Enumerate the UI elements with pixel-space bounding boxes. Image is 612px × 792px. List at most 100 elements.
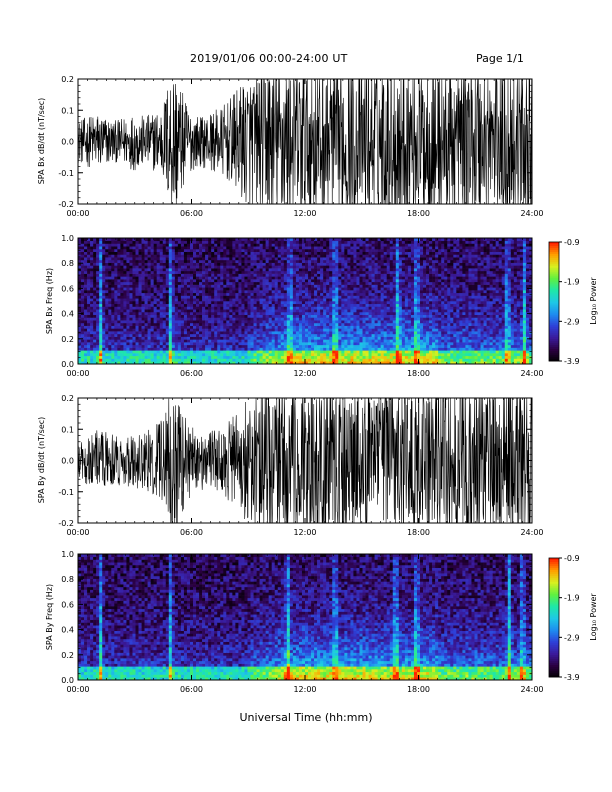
bx-freq-cell — [174, 298, 179, 302]
bx-freq-cell — [247, 336, 251, 340]
bx-freq-cell — [298, 279, 303, 283]
bx-freq-cell — [238, 331, 242, 335]
bx-freq-cell — [259, 251, 263, 255]
bx-freq-cell — [265, 251, 269, 255]
bx-freq-cell — [217, 322, 221, 326]
bx-freq-cell — [159, 262, 164, 266]
bx-freq-cell — [229, 240, 233, 244]
bx-freq-cell — [389, 276, 394, 280]
bx-freq-cell — [126, 303, 130, 307]
bx-freq-cell — [138, 320, 142, 324]
bx-freq-cell — [105, 284, 109, 288]
bx-freq-cell — [298, 361, 303, 365]
bx-freq-cell — [335, 325, 339, 329]
bx-freq-cell — [229, 279, 233, 283]
bx-freq-cell — [329, 303, 333, 307]
bx-freq-cell — [286, 322, 291, 326]
bx-freq-cell — [153, 328, 157, 332]
bx-freq-cell — [356, 290, 360, 294]
bx-freq-cell — [214, 306, 218, 310]
bx-freq-cell — [259, 301, 263, 305]
bx-freq-cell — [186, 350, 191, 354]
bx-freq-cell — [229, 251, 233, 255]
bx-freq-cell — [271, 353, 276, 357]
bx-freq-cell — [241, 287, 245, 291]
bx-freq-cell — [301, 347, 306, 351]
bx-freq-cell — [383, 317, 388, 321]
bx-freq-cell — [283, 333, 288, 337]
bx-freq-cell — [386, 325, 391, 329]
bx-freq-cell — [156, 314, 161, 318]
bx-freq-cell — [217, 290, 221, 294]
bx-freq-cell — [326, 342, 330, 346]
bx-freq-cell — [247, 240, 251, 244]
bx-freq-cell — [78, 243, 82, 247]
bx-freq-cell — [268, 290, 273, 294]
bx-freq-cell — [147, 303, 151, 307]
bx-freq-cell — [214, 353, 218, 357]
bx-freq-cell — [177, 355, 182, 359]
bx-freq-cell — [81, 358, 85, 362]
bx-freq-cell — [102, 287, 106, 291]
bx-freq-cell — [335, 320, 339, 324]
bx-freq-cell — [389, 314, 394, 318]
bx-freq-cell — [371, 268, 375, 272]
bx-freq-cell — [377, 317, 381, 321]
bx-freq-cell — [87, 273, 91, 277]
bx-freq-cell — [359, 257, 363, 261]
bx-freq-cell — [129, 317, 133, 321]
bx-freq-cell — [135, 259, 139, 263]
bx-freq-cell — [368, 306, 372, 310]
bx-dbdt-ytick-label: 0.1 — [61, 106, 74, 115]
bx-freq-cell — [81, 262, 85, 266]
bx-freq-cell — [338, 276, 342, 280]
bx-freq-cell — [238, 314, 242, 318]
bx-freq-cell — [117, 314, 121, 318]
bx-freq-cell — [138, 336, 142, 340]
bx-freq-cell — [220, 254, 224, 258]
bx-freq-cell — [214, 248, 218, 252]
bx-freq-cell — [256, 270, 260, 274]
bx-freq-cell — [193, 361, 197, 365]
bx-freq-cell — [144, 254, 148, 258]
bx-freq-cell — [84, 314, 88, 318]
bx-freq-cell — [123, 295, 127, 299]
bx-freq-cell — [277, 309, 282, 313]
bx-freq-cell — [326, 292, 330, 296]
bx-freq-cell — [289, 331, 294, 335]
bx-freq-cell — [129, 350, 133, 354]
bx-freq-cell — [380, 248, 384, 252]
bx-freq-cell — [205, 298, 209, 302]
bx-freq-cell — [335, 279, 339, 283]
bx-freq-cell — [189, 243, 194, 247]
bx-freq-cell — [241, 240, 245, 244]
bx-freq-cell — [193, 350, 197, 354]
bx-freq-cell — [132, 259, 136, 263]
bx-freq-cell — [323, 344, 327, 348]
bx-freq-cell — [138, 259, 142, 263]
bx-freq-cell — [84, 265, 88, 269]
bx-freq-cell — [135, 270, 139, 274]
bx-freq-cell — [295, 331, 300, 335]
bx-freq-cell — [392, 270, 397, 274]
bx-freq-cell — [383, 358, 388, 362]
bx-freq-cell — [205, 240, 209, 244]
bx-freq-cell — [162, 284, 167, 288]
bx-freq-cell — [171, 353, 176, 357]
bx-freq-cell — [274, 328, 279, 332]
bx-freq-cell — [138, 328, 142, 332]
bx-freq-cell — [132, 301, 136, 305]
bx-freq-cell — [329, 339, 333, 343]
bx-freq-cell — [244, 325, 248, 329]
bx-freq-cell — [93, 273, 97, 277]
bx-freq-cell — [335, 254, 339, 258]
bx-freq-cell — [380, 270, 384, 274]
bx-freq-cell — [298, 292, 303, 296]
bx-freq-cell — [141, 325, 145, 329]
bx-freq-cell — [102, 284, 106, 288]
bx-freq-cell — [165, 347, 170, 351]
bx-freq-cell — [365, 254, 369, 258]
bx-freq-cell — [265, 342, 269, 346]
bx-freq-cell — [244, 361, 248, 365]
bx-freq-cell — [265, 284, 269, 288]
